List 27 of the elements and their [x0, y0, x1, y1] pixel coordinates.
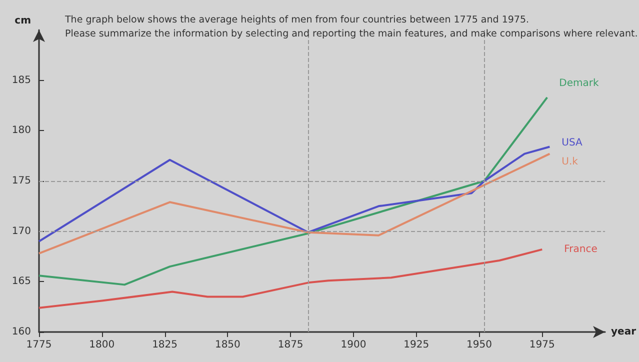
line-series — [38, 152, 551, 254]
series-label: Demark — [559, 78, 599, 89]
x-axis-title: year — [611, 326, 636, 338]
x-tick-label: 1775 — [26, 340, 52, 350]
x-tick-label: 1950 — [466, 340, 492, 350]
chart-title: The graph below shows the average heights of men from four countries between 1775 and 1975. — [64, 14, 530, 26]
x-tick-label: 1875 — [278, 340, 304, 350]
y-tick-label: 170 — [12, 226, 31, 237]
x-tick-label: 1825 — [152, 340, 178, 350]
y-tick-label: 180 — [12, 125, 31, 136]
series-label: USA — [562, 137, 583, 148]
y-axis-title: cm — [14, 16, 31, 26]
y-tick-label: 165 — [12, 276, 31, 288]
x-tick-label: 1925 — [404, 340, 430, 350]
x-tick-label: 1800 — [89, 340, 115, 350]
line-series — [38, 248, 544, 309]
y-tick-label: 175 — [12, 176, 31, 186]
chart-subtitle: Please summarize the information by selecting and reporting the main features, and make comparisons where relevant. — [65, 28, 638, 40]
series-label: U.k — [562, 156, 578, 168]
line-series — [38, 146, 551, 242]
y-tick-label: 185 — [12, 74, 31, 86]
x-tick-label: 1850 — [214, 340, 240, 350]
line-series — [38, 96, 548, 286]
x-tick-label: 1900 — [340, 340, 366, 350]
x-tick-label: 1975 — [529, 340, 555, 350]
y-tick-label: 160 — [12, 326, 31, 338]
text: France — [564, 244, 598, 255]
